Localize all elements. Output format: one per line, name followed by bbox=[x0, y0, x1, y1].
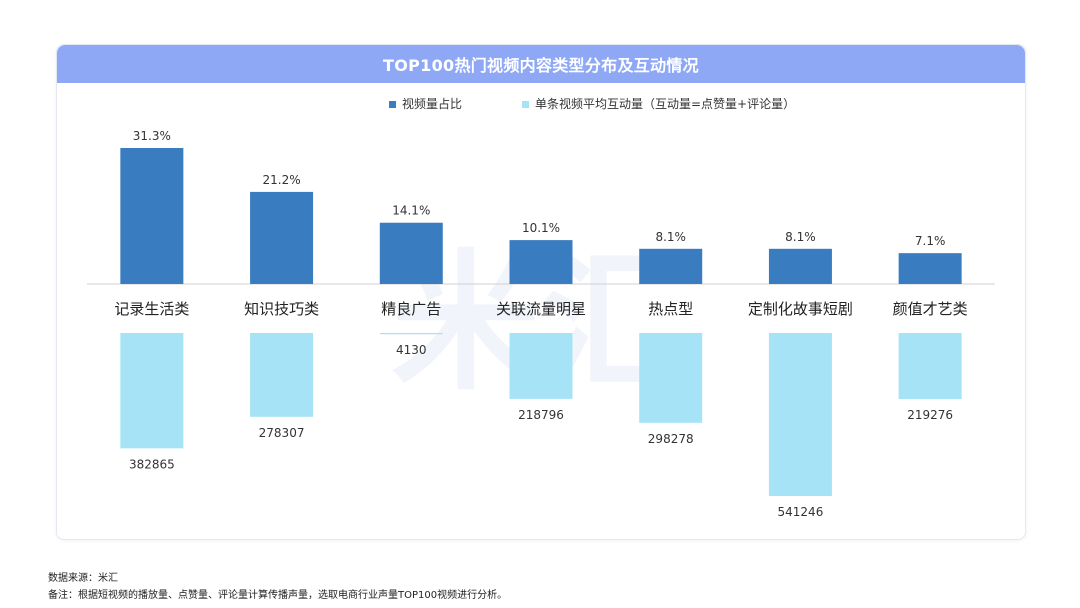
bar-share-6 bbox=[768, 248, 832, 284]
data-label-interaction-1: 382865 bbox=[129, 457, 175, 471]
bar-interaction-4 bbox=[509, 333, 573, 399]
legend-label-series-2: 单条视频平均互动量（互动量=点赞量+评论量） bbox=[535, 96, 795, 111]
category-label-7: 颜值才艺类 bbox=[893, 300, 968, 318]
data-label-share-6: 8.1% bbox=[785, 230, 816, 244]
legend-marker-series-2 bbox=[522, 101, 529, 108]
bar-share-7 bbox=[898, 253, 962, 284]
data-label-share-7: 7.1% bbox=[915, 234, 946, 248]
data-label-share-4: 10.1% bbox=[522, 221, 560, 235]
chart-card: TOP100热门视频内容类型分布及互动情况 米汇 视频量占比 单条视频平均互动量（互… bbox=[56, 44, 1026, 540]
category-label-6: 定制化故事短剧 bbox=[748, 300, 853, 318]
remark-note: 备注：根据短视频的播放量、点赞量、评论量计算传播声量，选取电商行业声量TOP10… bbox=[48, 590, 508, 601]
data-label-share-5: 8.1% bbox=[655, 230, 686, 244]
data-label-interaction-7: 219276 bbox=[907, 408, 953, 422]
bar-interaction-5 bbox=[639, 333, 703, 423]
category-label-5: 热点型 bbox=[648, 300, 693, 318]
category-label-2: 知识技巧类 bbox=[244, 300, 319, 318]
legend-label-series-1: 视频量占比 bbox=[402, 96, 462, 111]
data-label-share-1: 31.3% bbox=[133, 129, 171, 143]
bar-interaction-2 bbox=[250, 333, 314, 417]
category-label-4: 关联流量明星 bbox=[496, 300, 586, 318]
data-label-interaction-2: 278307 bbox=[259, 426, 305, 440]
category-label-3: 精良广告 bbox=[381, 300, 441, 318]
chart-title-bar: TOP100热门视频内容类型分布及互动情况 bbox=[57, 45, 1025, 83]
bar-interaction-3 bbox=[379, 333, 443, 335]
data-label-share-3: 14.1% bbox=[392, 204, 430, 218]
data-source-note: 数据来源：米汇 bbox=[48, 573, 118, 584]
data-label-interaction-3: 4130 bbox=[396, 343, 427, 357]
bar-share-5 bbox=[639, 248, 703, 284]
legend-marker-series-1 bbox=[389, 101, 396, 108]
chart-title: TOP100热门视频内容类型分布及互动情况 bbox=[383, 56, 699, 75]
bar-share-1 bbox=[120, 148, 184, 284]
bar-share-3 bbox=[379, 222, 443, 284]
category-label-1: 记录生活类 bbox=[114, 300, 189, 318]
bar-interaction-7 bbox=[898, 333, 962, 400]
bar-share-4 bbox=[509, 240, 573, 284]
data-label-interaction-4: 218796 bbox=[518, 408, 564, 422]
data-label-interaction-6: 541246 bbox=[778, 505, 824, 519]
bar-share-2 bbox=[250, 191, 314, 284]
bar-interaction-6 bbox=[768, 333, 832, 496]
data-label-share-2: 21.2% bbox=[263, 173, 301, 187]
data-label-interaction-5: 298278 bbox=[648, 432, 694, 446]
bar-interaction-1 bbox=[120, 333, 184, 449]
